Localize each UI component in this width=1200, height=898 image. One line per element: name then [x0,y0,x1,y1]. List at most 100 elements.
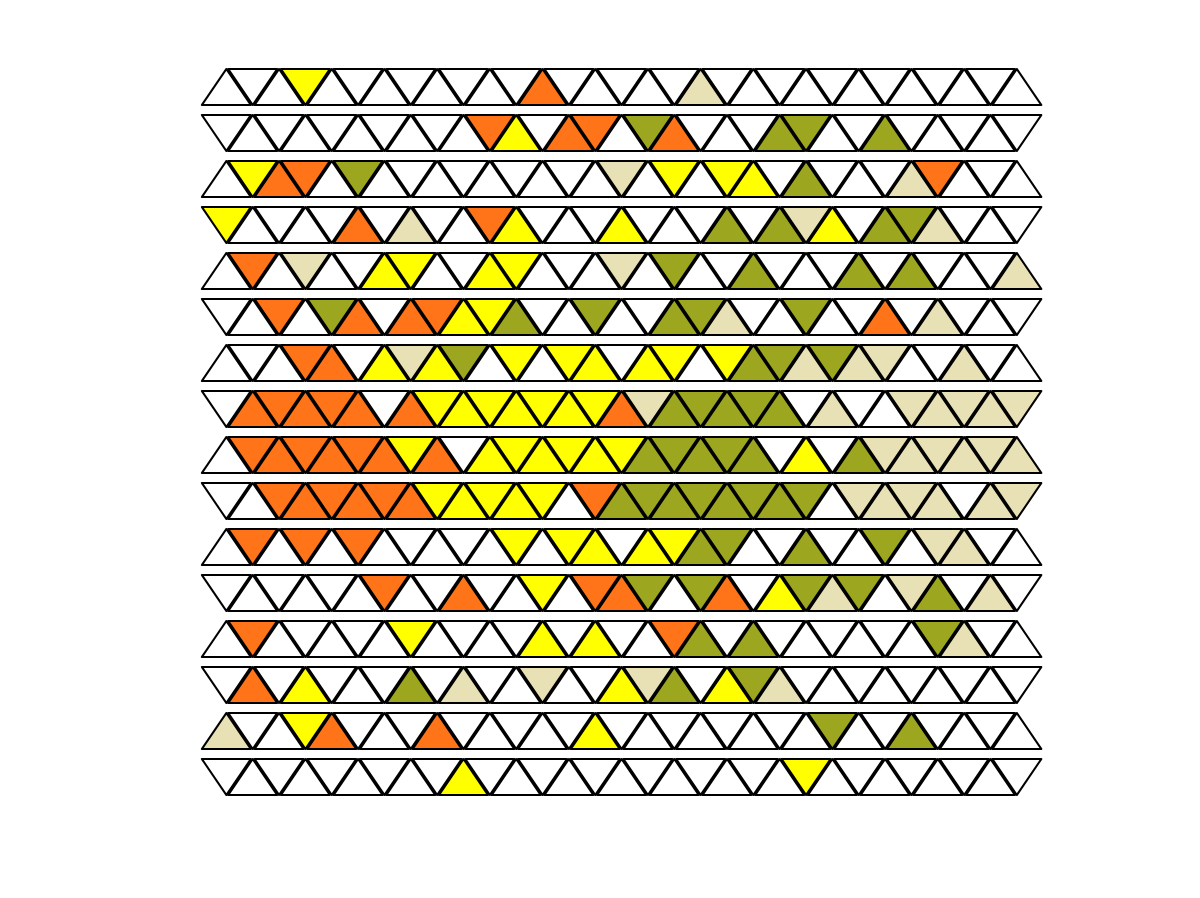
triangle-cell [385,574,437,612]
triangle-cell [885,114,937,152]
triangle-cell [569,436,621,474]
triangle-cell [675,68,727,106]
triangle-cell [517,528,569,566]
triangle-cell [490,574,542,612]
triangle-cell [227,436,279,474]
triangle-cell [780,574,832,612]
triangle-cell [464,482,516,520]
triangle-cell [912,712,964,750]
triangle-cell [780,298,832,336]
triangle-cell [780,482,832,520]
triangle-cell [622,252,674,290]
triangle-cell [569,574,621,612]
triangle-cell [965,68,1016,106]
triangle-cell [438,712,489,750]
triangle-cell [833,298,885,336]
triangle-cell [859,666,911,704]
triangle-cell [253,298,305,336]
triangle-cell [569,758,621,796]
triangle-cell [253,68,305,106]
triangle-cell [833,482,885,520]
triangle-cell [675,712,727,750]
triangle-cell [279,436,331,474]
triangle-cell [517,574,569,612]
triangle-cell [965,620,1016,658]
triangle-cell [438,344,489,382]
triangle-cell [596,436,648,474]
triangle-cell [438,114,489,152]
triangle-cell [358,758,410,796]
triangle-cell [885,620,937,658]
triangle-cell [885,160,937,198]
triangle-cell [727,252,779,290]
triangle-cell [596,528,648,566]
triangle-cell [464,712,516,750]
triangle-cell [859,436,911,474]
triangle-cell [622,68,674,106]
triangle-cell [833,574,885,612]
triangle-cell [912,528,964,566]
triangle-cell [806,712,858,750]
triangle-cell [912,68,964,106]
triangle-cell [806,298,858,336]
triangle-cell [227,574,279,612]
triangle-cell [938,712,990,750]
triangle-cell [332,68,384,106]
triangle-cell [965,436,1016,474]
triangle-cell [490,436,542,474]
triangle-cell [438,390,489,428]
triangle-cell [543,344,595,382]
triangle-cell [385,620,437,658]
triangle-cell [253,528,305,566]
triangle-cell [517,482,569,520]
triangle-cell [543,620,595,658]
triangle-cell [227,528,279,566]
triangle-cell [569,482,621,520]
triangle-cell [727,114,779,152]
triangle-cell [912,758,964,796]
triangle-cell [780,758,832,796]
triangle-cell [438,436,489,474]
triangle-cell [833,620,885,658]
triangle-cell [358,528,410,566]
triangle-cell [200,298,252,336]
triangle-cell [517,712,569,750]
triangle-cell [648,298,700,336]
triangle-cell [833,528,885,566]
triangle-cell [332,436,384,474]
triangle-cell [938,528,990,566]
triangle-cell [991,482,1043,520]
triangle-cell [411,114,463,152]
triangle-cell [227,482,279,520]
triangle-cell [464,160,516,198]
triangle-cell [332,252,384,290]
triangle-cell [912,298,964,336]
triangle-cell [648,252,700,290]
triangle-cell [622,114,674,152]
triangle-cell [200,620,252,658]
triangle-cell [912,114,964,152]
triangle-cell [701,482,753,520]
triangle-cell [490,712,542,750]
triangle-cell [279,620,331,658]
triangle-cell [806,160,858,198]
triangle-cell [358,298,410,336]
triangle-cell [754,114,806,152]
triangle-cell [622,298,674,336]
triangle-cell [200,252,252,290]
triangle-cell [517,160,569,198]
triangle-cell [648,206,700,244]
triangle-cell [622,712,674,750]
triangle-cell [464,206,516,244]
triangle-cell [754,620,806,658]
triangle-cell [965,574,1016,612]
triangle-cell [727,712,779,750]
triangle-cell [754,68,806,106]
triangle-cell [965,206,1016,244]
triangle-cell [912,620,964,658]
triangle-cell [569,528,621,566]
triangle-cell [227,758,279,796]
triangle-cell [938,344,990,382]
triangle-cell [227,712,279,750]
triangle-cell [938,666,990,704]
